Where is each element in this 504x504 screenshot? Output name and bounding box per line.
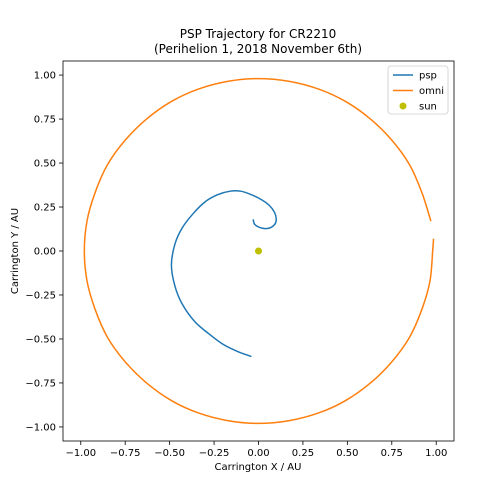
x-axis: −1.00 −0.75 −0.50 −0.25 0.00 0.25 0.50 0.75 1.00 — [65, 441, 447, 459]
series-point-sun — [255, 247, 262, 255]
y-tick-label: −1.00 — [25, 422, 56, 433]
y-axis: −1.00 −0.75 −0.50 −0.25 0.00 0.25 0.50 0.75 1.00 — [25, 71, 63, 433]
legend-label-psp: psp — [419, 71, 437, 82]
legend-swatch-sun — [399, 102, 407, 110]
x-tick-label: 1.00 — [425, 448, 447, 459]
y-axis-label: Carrington Y / AU — [10, 208, 21, 294]
y-tick-label: −0.50 — [25, 334, 56, 345]
x-tick-label: 0.50 — [336, 448, 358, 459]
y-tick-label: −0.75 — [25, 378, 56, 389]
x-tick-label: 0.00 — [247, 448, 269, 459]
x-tick-label: −0.25 — [199, 448, 230, 459]
legend-label-omni: omni — [419, 86, 444, 97]
chart-subtitle: (Perihelion 1, 2018 November 6th) — [154, 42, 362, 56]
y-tick-label: 0.75 — [34, 115, 56, 126]
x-tick-label: −0.50 — [154, 448, 185, 459]
x-tick-label: −1.00 — [65, 448, 96, 459]
series-line-omni — [83, 77, 435, 425]
chart-title: PSP Trajectory for CR2210 — [180, 27, 337, 41]
legend-box — [387, 65, 449, 115]
y-tick-label: 0.25 — [34, 203, 56, 214]
x-tick-label: −0.75 — [110, 448, 141, 459]
x-tick-label: 0.75 — [381, 448, 403, 459]
y-tick-label: −0.25 — [25, 290, 56, 301]
y-tick-label: 0.50 — [34, 159, 56, 170]
x-axis-label: Carrington X / AU — [215, 462, 302, 473]
legend: psp omni sun — [387, 65, 449, 115]
y-tick-label: 0.00 — [34, 247, 56, 258]
legend-label-sun: sun — [419, 102, 437, 113]
x-tick-label: 0.25 — [292, 448, 314, 459]
y-tick-label: 1.00 — [34, 71, 56, 82]
series-line-psp — [170, 189, 278, 358]
series-layer — [83, 77, 435, 425]
